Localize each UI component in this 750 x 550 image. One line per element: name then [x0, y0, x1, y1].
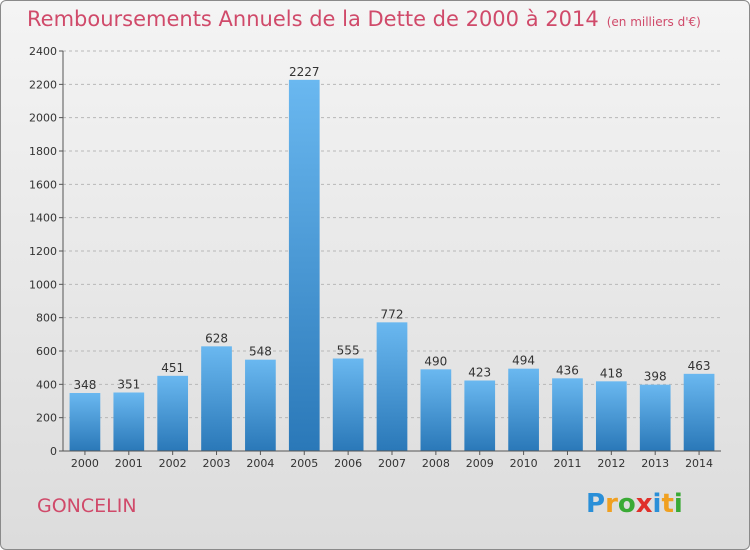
bar [508, 368, 539, 451]
bar [245, 359, 276, 451]
bar [157, 375, 189, 451]
bar-value-label: 351 [117, 378, 140, 392]
chart-subtitle: (en milliers d'€) [606, 15, 701, 29]
x-tick-label: 2004 [246, 457, 274, 470]
y-tick-label: 1800 [29, 145, 57, 158]
bar-value-label: 436 [556, 363, 579, 377]
x-tick-label: 2005 [290, 457, 318, 470]
y-tick-label: 400 [36, 378, 57, 391]
bar-value-label: 548 [249, 345, 272, 359]
bar-value-label: 2227 [289, 65, 320, 79]
y-tick-label: 800 [36, 312, 57, 325]
bar-value-label: 555 [337, 344, 360, 358]
bar [201, 346, 232, 451]
bar-value-label: 423 [468, 366, 491, 380]
x-tick-label: 2006 [334, 457, 362, 470]
proxiti-logo: Proxiti [586, 489, 683, 519]
bars: 348 351 451 628 548 2227 555 772 490 423 494 436 418… [69, 65, 715, 451]
bar [288, 79, 320, 451]
x-tick-label: 2011 [553, 457, 581, 470]
y-tick-label: 2000 [29, 112, 57, 125]
city-name: GONCELIN [37, 495, 137, 517]
logo-letter: P [586, 489, 606, 519]
x-tick-label: 2002 [159, 457, 187, 470]
x-tick-label: 2009 [466, 457, 494, 470]
bar [552, 378, 583, 451]
bar [595, 381, 627, 451]
x-tick-label: 2001 [115, 457, 143, 470]
x-tick-label: 2000 [71, 457, 99, 470]
y-tick-label: 1000 [29, 278, 57, 291]
x-tick-label: 2007 [378, 457, 406, 470]
bar [683, 373, 715, 451]
logo-letter: r [605, 489, 618, 519]
bar-value-label: 418 [600, 366, 623, 380]
chart-title: Remboursements Annuels de la Dette de 20… [27, 7, 701, 31]
bar-value-label: 490 [424, 354, 447, 368]
bar-value-label: 463 [688, 359, 711, 373]
y-tick-label: 2200 [29, 78, 57, 91]
x-tick-label: 2014 [685, 457, 713, 470]
bar [376, 322, 408, 451]
x-axis: 2000 2001 2002 2003 2004 2005 2006 2007 2008 2009… [63, 450, 721, 470]
x-tick-label: 2012 [597, 457, 625, 470]
bar [69, 393, 101, 451]
bar-value-label: 348 [73, 378, 96, 392]
logo-letter: i [673, 489, 683, 519]
y-tick-label: 600 [36, 345, 57, 358]
bar [420, 369, 452, 451]
bar-value-label: 628 [205, 331, 228, 345]
bar [113, 392, 145, 451]
x-tick-label: 2013 [641, 457, 669, 470]
logo-letter: i [652, 489, 662, 519]
y-tick-label: 1200 [29, 245, 57, 258]
y-axis: 0 200 400 600 800 1000 1200 1400 1600 1800 2000 220… [29, 45, 64, 458]
logo-letter: o [617, 489, 636, 519]
bar [332, 358, 364, 451]
bar-value-label: 494 [512, 354, 535, 368]
logo-letter: x [635, 489, 653, 519]
y-tick-label: 1600 [29, 178, 57, 191]
x-tick-label: 2010 [510, 457, 538, 470]
y-tick-label: 0 [50, 445, 57, 458]
x-tick-label: 2008 [422, 457, 450, 470]
y-tick-label: 200 [36, 412, 57, 425]
logo-letter: t [661, 489, 674, 519]
x-tick-label: 2003 [203, 457, 231, 470]
bar-value-label: 398 [644, 370, 667, 384]
y-tick-label: 1400 [29, 212, 57, 225]
bar [464, 380, 496, 451]
bar-value-label: 772 [381, 307, 404, 321]
y-tick-label: 2400 [29, 45, 57, 58]
bar-value-label: 451 [161, 361, 184, 375]
bar [639, 384, 671, 451]
chart-title-text: Remboursements Annuels de la Dette de 20… [27, 7, 599, 31]
